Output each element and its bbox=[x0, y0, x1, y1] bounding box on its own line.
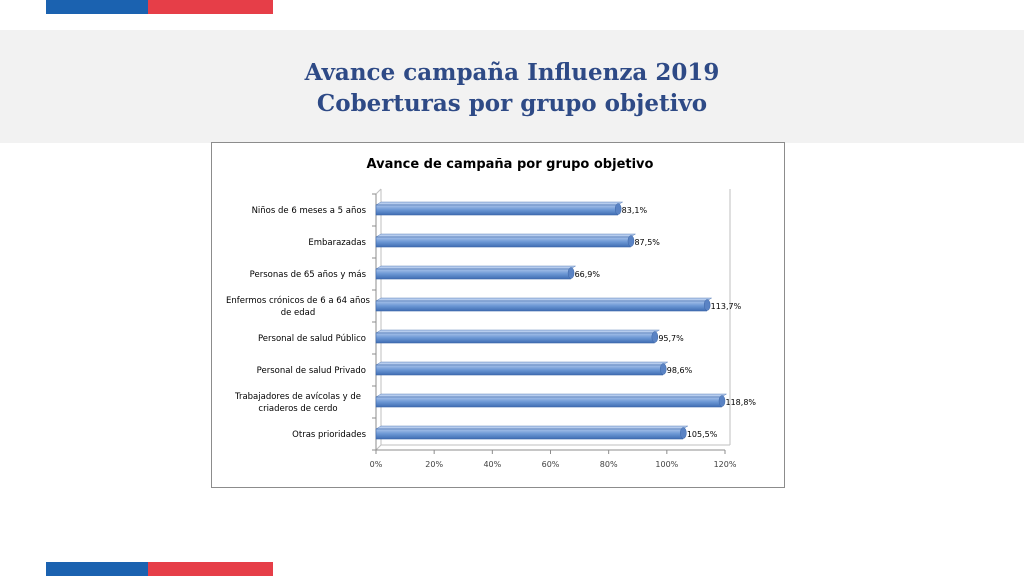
data-label: 87,5% bbox=[634, 238, 660, 247]
category-label-line: Personas de 65 años y más bbox=[250, 270, 367, 280]
top-brand-stripe bbox=[46, 0, 273, 14]
axis-edge bbox=[375, 188, 382, 195]
category-label: Personal de salud Privado bbox=[257, 366, 366, 376]
data-label: 118,8% bbox=[726, 398, 757, 407]
x-tick-label: 20% bbox=[425, 460, 443, 469]
bar bbox=[375, 364, 664, 376]
x-tick-label: 0% bbox=[370, 460, 383, 469]
category-label: Personas de 65 años y más bbox=[250, 270, 367, 280]
category-label-line: Embarazadas bbox=[308, 238, 366, 248]
category-label: Trabajadores de avícolas y de criaderos d… bbox=[234, 392, 361, 414]
chart-axes bbox=[372, 188, 731, 454]
bar-end-cap bbox=[718, 395, 726, 407]
axis-edge bbox=[375, 444, 382, 451]
bar-end-cap bbox=[651, 331, 659, 343]
bar-end-cap bbox=[703, 299, 711, 311]
bar-end-cap bbox=[627, 235, 635, 247]
bar-top-face bbox=[375, 201, 624, 206]
category-label-line: Enfermos crónicos de 6 a 64 años bbox=[226, 295, 371, 306]
chart-tick-labels: 0% 20% 40% 60% 80% 100% 120% bbox=[370, 460, 737, 469]
bar-end-cap bbox=[614, 203, 622, 215]
x-tick-label: 120% bbox=[714, 460, 737, 469]
category-label-line: Personal de salud Privado bbox=[257, 366, 366, 376]
category-label-line: Personal de salud Público bbox=[258, 334, 366, 344]
chart-frame: Avance de campaña por grupo objetivo 83,… bbox=[211, 142, 785, 488]
category-label: Niños de 6 meses a 5 años bbox=[252, 206, 367, 216]
slide-title: Avance campaña Influenza 2019 bbox=[304, 59, 720, 86]
bar-top-face bbox=[375, 393, 728, 398]
bar-top-face bbox=[375, 361, 669, 366]
data-label: 83,1% bbox=[622, 206, 648, 215]
data-label: 66,9% bbox=[575, 270, 601, 279]
category-label-line: Niños de 6 meses a 5 años bbox=[252, 206, 367, 216]
bar-top-face bbox=[375, 297, 713, 302]
chart-category-labels: Niños de 6 meses a 5 años Embarazadas Pers… bbox=[226, 206, 371, 440]
category-label-line: criaderos de cerdo bbox=[258, 404, 337, 414]
slide-subtitle: Coberturas por grupo objetivo bbox=[316, 90, 708, 117]
category-label-line: Trabajadores de avícolas y de bbox=[234, 392, 361, 402]
data-label: 95,7% bbox=[658, 334, 684, 343]
bar bbox=[375, 268, 571, 280]
bar-end-cap bbox=[680, 427, 687, 439]
bar bbox=[375, 236, 631, 248]
stripe-blue-segment bbox=[46, 562, 148, 576]
chart-bars: 83,1% 87,5% 66,9% 113,7% 95,7% 98,6% 118,8% 105… bbox=[375, 201, 757, 440]
bar-top-face bbox=[375, 233, 637, 238]
category-label-line: Otras prioridades bbox=[292, 430, 366, 440]
stripe-red-segment bbox=[148, 0, 273, 14]
bar-chart: Avance de campaña por grupo objetivo 83,… bbox=[226, 157, 757, 469]
category-label: Enfermos crónicos de 6 a 64 años de edad bbox=[226, 295, 371, 318]
stripe-blue-segment bbox=[46, 0, 148, 14]
chart-title: Avance de campaña por grupo objetivo bbox=[367, 157, 654, 172]
x-tick-label: 60% bbox=[542, 460, 560, 469]
x-tick-label: 80% bbox=[600, 460, 618, 469]
bar-end-cap bbox=[567, 267, 575, 279]
category-label: Embarazadas bbox=[308, 238, 366, 248]
stripe-red-segment bbox=[148, 562, 273, 576]
x-tick-label: 100% bbox=[655, 460, 678, 469]
title-band bbox=[0, 30, 1024, 143]
bar bbox=[375, 428, 684, 440]
bottom-brand-stripe bbox=[46, 562, 273, 576]
category-label-line: de edad bbox=[281, 308, 316, 318]
data-label: 105,5% bbox=[687, 430, 718, 439]
bar-top-face bbox=[375, 329, 661, 334]
bar-end-cap bbox=[660, 363, 667, 375]
bar-top-face bbox=[375, 265, 577, 270]
data-label: 98,6% bbox=[667, 366, 693, 375]
bar bbox=[375, 300, 707, 312]
bar bbox=[375, 332, 655, 344]
category-label: Otras prioridades bbox=[292, 430, 366, 440]
category-label: Personal de salud Público bbox=[258, 334, 366, 344]
bar bbox=[375, 396, 722, 408]
bar-top-face bbox=[375, 425, 689, 430]
bar bbox=[375, 204, 618, 216]
x-tick-label: 40% bbox=[483, 460, 501, 469]
data-label: 113,7% bbox=[711, 302, 742, 311]
